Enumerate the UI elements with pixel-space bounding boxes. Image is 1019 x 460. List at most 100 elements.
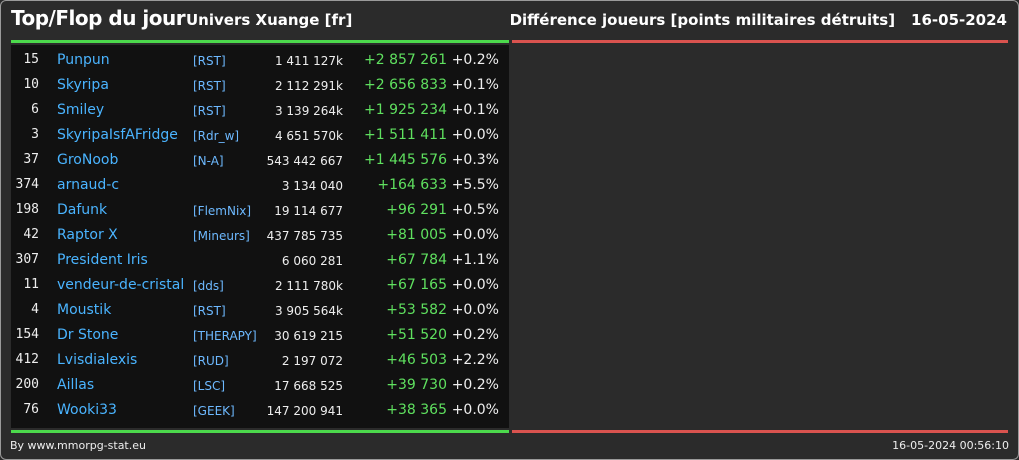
player-name-link[interactable]: Raptor X bbox=[57, 227, 118, 243]
player-name-link[interactable]: Smiley bbox=[57, 102, 105, 118]
points-difference: +2 656 833 bbox=[364, 77, 447, 93]
player-rank: 11 bbox=[23, 277, 39, 292]
player-name-link[interactable]: SkyripaIsfAFridge bbox=[57, 127, 178, 143]
points-difference: +164 633 bbox=[377, 177, 447, 193]
player-name-link[interactable]: vendeur-de-cristal bbox=[57, 277, 185, 293]
date-label: 16-05-2024 bbox=[911, 11, 1007, 29]
player-points: 3 905 564k bbox=[274, 304, 343, 318]
table-row: 6 Smiley [RST] 3 139 264k +1 925 234 +0.1% bbox=[11, 98, 509, 123]
points-difference: +96 291 bbox=[386, 202, 447, 218]
points-difference: +46 503 bbox=[386, 352, 447, 368]
alliance-tag[interactable]: [GEEK] bbox=[193, 404, 235, 418]
player-rank: 15 bbox=[23, 52, 39, 67]
player-points: 30 619 215 bbox=[274, 329, 343, 343]
player-rank: 200 bbox=[15, 377, 39, 392]
points-difference: +39 730 bbox=[386, 377, 447, 393]
player-rank: 412 bbox=[15, 352, 39, 367]
percent-change: +0.1% bbox=[451, 77, 499, 93]
player-name-link[interactable]: arnaud-c bbox=[57, 177, 120, 193]
percent-change: +0.2% bbox=[451, 327, 499, 343]
player-rank: 6 bbox=[31, 102, 39, 117]
player-rank: 3 bbox=[31, 127, 39, 142]
percent-change: +0.2% bbox=[451, 52, 499, 68]
percent-change: +0.0% bbox=[451, 127, 499, 143]
points-difference: +1 445 576 bbox=[364, 152, 447, 168]
player-name-link[interactable]: Dr Stone bbox=[57, 327, 119, 343]
points-difference: +81 005 bbox=[386, 227, 447, 243]
points-difference: +67 784 bbox=[386, 252, 447, 268]
percent-change: +0.1% bbox=[451, 102, 499, 118]
player-points: 437 785 735 bbox=[266, 229, 343, 243]
flop-list-panel bbox=[512, 45, 1008, 428]
percent-change: +0.3% bbox=[451, 152, 499, 168]
player-points: 4 651 570k bbox=[274, 129, 343, 143]
player-name-link[interactable]: President Iris bbox=[57, 252, 148, 268]
alliance-tag[interactable]: [FlemNix] bbox=[193, 204, 252, 218]
player-name-link[interactable]: Dafunk bbox=[57, 202, 108, 218]
player-points: 6 060 281 bbox=[281, 254, 343, 268]
player-name-link[interactable]: Aillas bbox=[57, 377, 95, 393]
alliance-tag[interactable]: [RST] bbox=[193, 79, 226, 93]
player-name-link[interactable]: Wooki33 bbox=[57, 402, 117, 418]
points-difference: +2 857 261 bbox=[364, 52, 447, 68]
top-divider-red bbox=[512, 40, 1008, 43]
metric-label: Différence joueurs [points militaires dé… bbox=[509, 11, 896, 29]
points-difference: +51 520 bbox=[386, 327, 447, 343]
top-list-panel: 15 Punpun [RST] 1 411 127k +2 857 261 +0.2% 10… bbox=[11, 45, 509, 428]
percent-change: +2.2% bbox=[451, 352, 499, 368]
player-rank: 374 bbox=[15, 177, 39, 192]
percent-change: +0.0% bbox=[451, 402, 499, 418]
table-row: 11 vendeur-de-cristal [dds] 2 111 780k +67 1… bbox=[11, 273, 509, 298]
player-rank: 42 bbox=[23, 227, 39, 242]
alliance-tag[interactable]: [RST] bbox=[193, 104, 226, 118]
bottom-divider-red bbox=[512, 430, 1008, 433]
points-difference: +38 365 bbox=[386, 402, 447, 418]
metric-header: Différence joueurs [points militaires dé… bbox=[494, 11, 1007, 29]
alliance-tag[interactable]: [N-A] bbox=[193, 154, 224, 168]
player-points: 2 112 291k bbox=[274, 79, 343, 93]
player-points: 2 197 072 bbox=[281, 354, 343, 368]
alliance-tag[interactable]: [Rdr_w] bbox=[193, 129, 240, 143]
generated-timestamp: 16-05-2024 00:56:10 bbox=[892, 439, 1009, 452]
alliance-tag[interactable]: [Mineurs] bbox=[193, 229, 250, 243]
percent-change: +0.0% bbox=[451, 302, 499, 318]
player-points: 17 668 525 bbox=[274, 379, 343, 393]
player-points: 543 442 667 bbox=[266, 154, 343, 168]
table-row: 15 Punpun [RST] 1 411 127k +2 857 261 +0.2% bbox=[11, 48, 509, 73]
table-row: 307 President Iris 6 060 281 +67 784 +1.1% bbox=[11, 248, 509, 273]
percent-change: +0.0% bbox=[451, 227, 499, 243]
table-row: 374 arnaud-c 3 134 040 +164 633 +5.5% bbox=[11, 173, 509, 198]
table-row: 37 GroNoob [N-A] 543 442 667 +1 445 576 +0.3% bbox=[11, 148, 509, 173]
player-rank: 10 bbox=[23, 77, 39, 92]
player-name-link[interactable]: GroNoob bbox=[57, 152, 119, 168]
table-row: 412 Lvisdialexis [RUD] 2 197 072 +46 503 +2.2… bbox=[11, 348, 509, 373]
alliance-tag[interactable]: [LSC] bbox=[193, 379, 226, 393]
alliance-tag[interactable]: [RST] bbox=[193, 54, 226, 68]
table-row: 4 Moustik [RST] 3 905 564k +53 582 +0.0% bbox=[11, 298, 509, 323]
player-name-link[interactable]: Moustik bbox=[57, 302, 112, 318]
site-credit-link[interactable]: By www.mmorpg-stat.eu bbox=[10, 439, 146, 452]
table-row: 42 Raptor X [Mineurs] 437 785 735 +81 005 +0.… bbox=[11, 223, 509, 248]
universe-label: Univers Xuange [fr] bbox=[186, 11, 353, 29]
alliance-tag[interactable]: [THERAPY] bbox=[193, 329, 257, 343]
table-row: 10 Skyripa [RST] 2 112 291k +2 656 833 +0.1% bbox=[11, 73, 509, 98]
player-name-link[interactable]: Punpun bbox=[57, 52, 110, 68]
percent-change: +0.2% bbox=[451, 377, 499, 393]
table-row: 198 Dafunk [FlemNix] 19 114 677 +96 291 +0.5% bbox=[11, 198, 509, 223]
player-points: 19 114 677 bbox=[274, 204, 343, 218]
player-name-link[interactable]: Skyripa bbox=[57, 77, 109, 93]
top-divider-green bbox=[11, 40, 509, 43]
player-name-link[interactable]: Lvisdialexis bbox=[57, 352, 138, 368]
percent-change: +1.1% bbox=[451, 252, 499, 268]
points-difference: +67 165 bbox=[386, 277, 447, 293]
page-title: Top/Flop du jour bbox=[11, 6, 186, 30]
player-rank: 4 bbox=[31, 302, 39, 317]
player-points: 147 200 941 bbox=[266, 404, 343, 418]
table-row: 3 SkyripaIsfAFridge [Rdr_w] 4 651 570k +1 51… bbox=[11, 123, 509, 148]
alliance-tag[interactable]: [dds] bbox=[193, 279, 224, 293]
percent-change: +0.0% bbox=[451, 277, 499, 293]
alliance-tag[interactable]: [RST] bbox=[193, 304, 226, 318]
table-row: 154 Dr Stone [THERAPY] 30 619 215 +51 520 +0.… bbox=[11, 323, 509, 348]
percent-change: +0.5% bbox=[451, 202, 499, 218]
alliance-tag[interactable]: [RUD] bbox=[193, 354, 229, 368]
